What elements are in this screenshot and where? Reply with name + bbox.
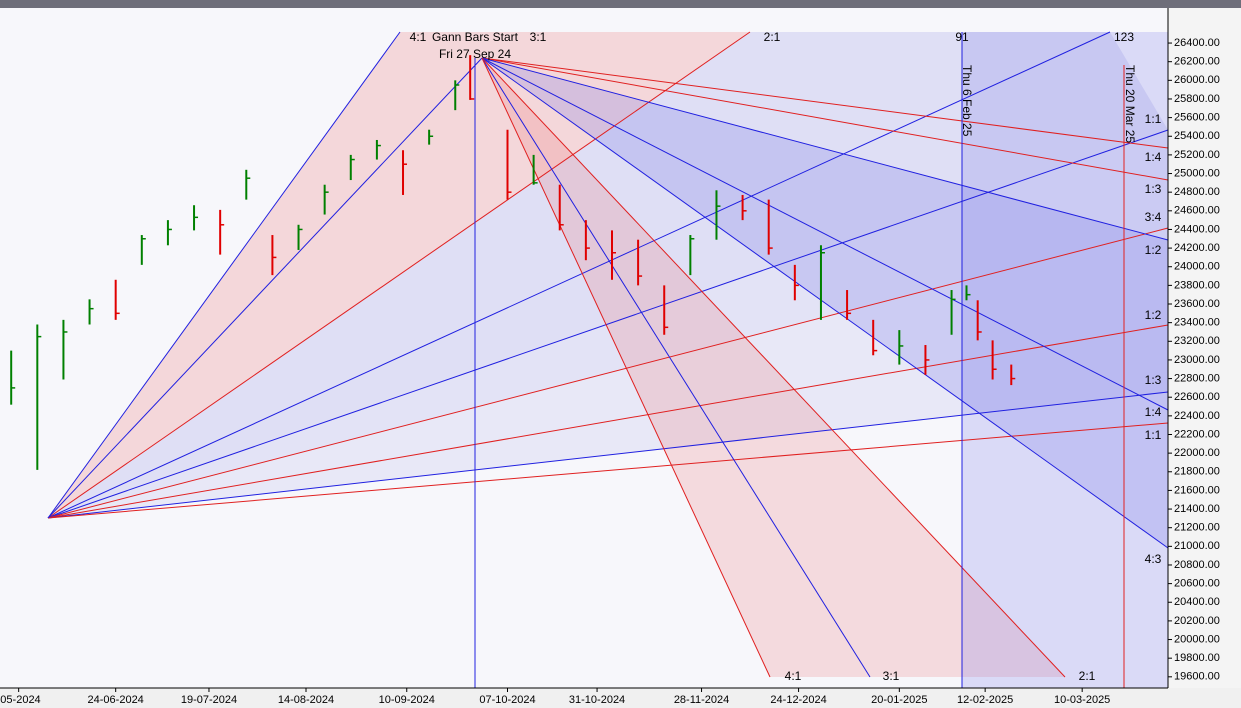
x-tick-label: 07-10-2024 xyxy=(479,694,535,706)
y-tick-label: 22800.00 xyxy=(1174,372,1220,384)
date-marker: Thu 20 Mar 25 xyxy=(1123,65,1137,143)
fan-label: 1:4 xyxy=(1145,405,1162,419)
y-tick-label: 21600.00 xyxy=(1174,484,1220,496)
y-tick-label: 21000.00 xyxy=(1174,540,1220,552)
annotation: 123 xyxy=(1114,30,1134,44)
x-tick-label: 31-10-2024 xyxy=(569,694,625,706)
fan-label: 4:3 xyxy=(1145,552,1162,566)
fan-line xyxy=(47,31,751,519)
y-tick-label: 25800.00 xyxy=(1174,93,1220,105)
shade xyxy=(962,32,1168,688)
annotation: 91 xyxy=(955,30,969,44)
x-tick-label: 10-03-2025 xyxy=(1054,694,1110,706)
y-tick-label: 20600.00 xyxy=(1174,578,1220,590)
fan-line xyxy=(481,57,871,678)
y-tick-label: 23000.00 xyxy=(1174,354,1220,366)
fan-line xyxy=(481,57,1169,181)
annotation: 2:1 xyxy=(1079,669,1096,683)
y-tick-label: 24600.00 xyxy=(1174,205,1220,217)
fan-label: 1:2 xyxy=(1145,308,1162,322)
x-tick-label: 10-09-2024 xyxy=(379,694,435,706)
y-tick-label: 22000.00 xyxy=(1174,447,1220,459)
y-tick-label: 25000.00 xyxy=(1174,167,1220,179)
y-tick-label: 25200.00 xyxy=(1174,149,1220,161)
x-tick-label: 20-01-2025 xyxy=(871,694,927,706)
x-tick-label: 24-12-2024 xyxy=(770,694,826,706)
annotation: Gann Bars Start xyxy=(432,30,519,44)
fan-line xyxy=(481,57,1066,678)
y-tick-label: 24000.00 xyxy=(1174,261,1220,273)
y-tick-label: 23200.00 xyxy=(1174,335,1220,347)
fan-line xyxy=(481,57,771,678)
y-tick-label: 21400.00 xyxy=(1174,503,1220,515)
fan-line xyxy=(47,129,1169,519)
annotation: 3:1 xyxy=(530,30,547,44)
fan-line xyxy=(47,31,1111,519)
fan-line xyxy=(481,57,1169,411)
y-tick-label: 20000.00 xyxy=(1174,633,1220,645)
y-tick-label: 20800.00 xyxy=(1174,559,1220,571)
y-tick-label: 22600.00 xyxy=(1174,391,1220,403)
y-tick-label: 26000.00 xyxy=(1174,74,1220,86)
gann-fan xyxy=(47,31,1169,688)
y-tick-label: 22200.00 xyxy=(1174,428,1220,440)
y-tick-label: 20400.00 xyxy=(1174,596,1220,608)
y-tick-label: 25400.00 xyxy=(1174,130,1220,142)
x-tick-label: 12-02-2025 xyxy=(957,694,1013,706)
x-tick-label: 24-06-2024 xyxy=(88,694,144,706)
fan-line xyxy=(47,57,483,519)
annotation: Fri 27 Sep 24 xyxy=(439,47,511,61)
y-tick-label: 25600.00 xyxy=(1174,112,1220,124)
y-tick-label: 26400.00 xyxy=(1174,37,1220,49)
y-tick-label: 26200.00 xyxy=(1174,56,1220,68)
y-tick-label: 23600.00 xyxy=(1174,298,1220,310)
annotation: 4:1 xyxy=(785,669,802,683)
x-tick-label: 14-08-2024 xyxy=(278,694,334,706)
fan-label: 1:1 xyxy=(1145,112,1162,126)
fan-line xyxy=(47,227,1169,519)
y-tick-label: 24200.00 xyxy=(1174,242,1220,254)
fan-label: 1:2 xyxy=(1145,243,1162,257)
y-tick-label: 24800.00 xyxy=(1174,186,1220,198)
fan-label: 1:3 xyxy=(1145,182,1162,196)
annotation: 3:1 xyxy=(883,669,900,683)
fan-line xyxy=(47,31,401,519)
y-tick-label: 22400.00 xyxy=(1174,410,1220,422)
annotation: 2:1 xyxy=(764,30,781,44)
fan-line xyxy=(47,324,1169,519)
fan-line xyxy=(47,391,1169,519)
fan-label: 1:4 xyxy=(1145,150,1162,164)
y-tick-label: 23400.00 xyxy=(1174,317,1220,329)
y-tick-label: 20200.00 xyxy=(1174,615,1220,627)
title-bar xyxy=(0,0,1241,8)
y-tick-label: 21200.00 xyxy=(1174,522,1220,534)
y-tick-label: 24400.00 xyxy=(1174,223,1220,235)
fan-label: 1:1 xyxy=(1145,428,1162,442)
fan-label: 3:4 xyxy=(1145,210,1162,224)
y-tick-label: 21800.00 xyxy=(1174,466,1220,478)
fan-label: 1:3 xyxy=(1145,373,1162,387)
fan-line xyxy=(481,57,1169,241)
y-tick-label: 19800.00 xyxy=(1174,652,1220,664)
axis-area xyxy=(1168,8,1241,688)
fan-line xyxy=(481,57,1169,549)
x-tick-label: 19-07-2024 xyxy=(181,694,237,706)
fan-line xyxy=(47,422,1169,519)
plot-area xyxy=(0,8,1168,688)
shade xyxy=(48,32,1168,518)
annotation: 4:1 xyxy=(410,30,427,44)
fan-line xyxy=(481,57,1169,149)
date-marker: Thu 6 Feb 25 xyxy=(960,65,974,137)
x-tick-label: -05-2024 xyxy=(0,694,41,706)
x-tick-label: 28-11-2024 xyxy=(674,694,729,706)
y-tick-label: 23800.00 xyxy=(1174,279,1220,291)
y-tick-label: 19600.00 xyxy=(1174,671,1220,683)
